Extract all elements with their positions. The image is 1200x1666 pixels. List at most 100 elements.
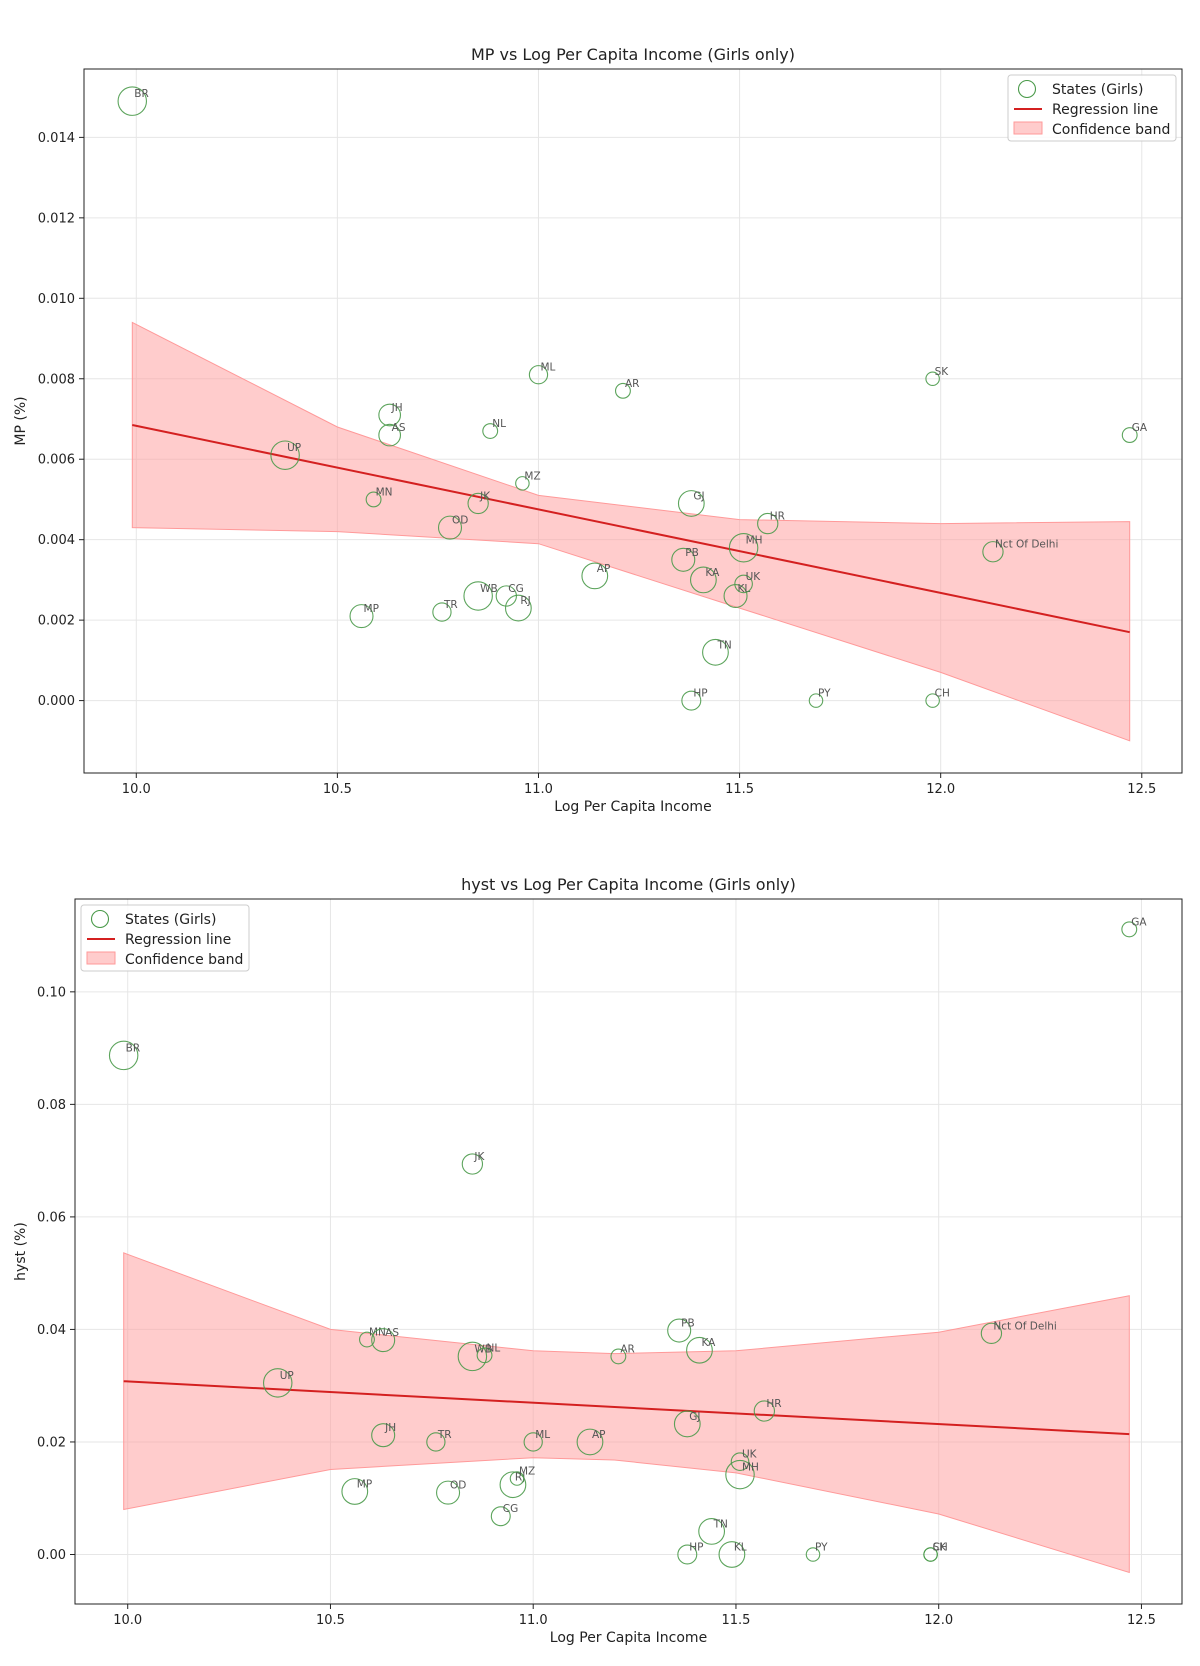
data-point xyxy=(734,574,753,594)
data-point xyxy=(495,585,517,607)
y-axis-label: hyst (%) xyxy=(13,1222,29,1281)
point-label: MZ xyxy=(524,470,540,482)
legend-entry: States (Girls) xyxy=(125,912,216,928)
plot-frame xyxy=(83,68,1183,774)
x-tick-label: 11.0 xyxy=(519,1613,548,1628)
point-label: HR xyxy=(766,1398,781,1410)
point-label: NL xyxy=(492,418,506,430)
x-tick-label: 12.0 xyxy=(926,782,955,797)
data-point xyxy=(378,403,402,427)
data-point xyxy=(614,382,631,399)
x-tick-label: 11.5 xyxy=(725,782,754,797)
data-point xyxy=(371,1423,396,1448)
point-label: TN xyxy=(713,1518,728,1530)
data-point xyxy=(528,365,549,385)
data-point xyxy=(686,1336,713,1364)
data-point xyxy=(523,1432,543,1452)
point-label: MP xyxy=(357,1478,372,1490)
point-label: MH xyxy=(742,1462,759,1474)
y-tick-label: 0.006 xyxy=(38,453,75,468)
point-label: GJ xyxy=(689,1411,700,1423)
point-label: WB xyxy=(480,583,498,595)
point-label: OD xyxy=(452,515,468,527)
data-point xyxy=(753,1400,776,1422)
data-point xyxy=(698,1518,726,1545)
regression-line xyxy=(123,1380,1130,1436)
data-point xyxy=(610,1348,627,1365)
legend-entry: Confidence band xyxy=(125,952,243,968)
y-tick-label: 0.02 xyxy=(37,1435,66,1450)
x-axis-label: Log Per Capita Income xyxy=(554,799,711,815)
data-point xyxy=(378,423,402,447)
data-point xyxy=(426,1432,446,1452)
legend-entry: States (Girls) xyxy=(1052,82,1143,98)
point-label: BR xyxy=(126,1042,140,1054)
data-point xyxy=(925,371,940,387)
point-label: MN xyxy=(376,486,393,498)
y-tick-label: 0.06 xyxy=(37,1210,66,1225)
data-point xyxy=(476,1347,493,1364)
point-label: GJ xyxy=(693,490,704,502)
data-point xyxy=(730,1452,750,1471)
point-label: UK xyxy=(742,1449,758,1461)
point-label: MH xyxy=(746,535,763,547)
legend: States (Girls) Regression line Confidence … xyxy=(1007,74,1177,142)
point-label: AS xyxy=(385,1327,399,1339)
point-label: Nct Of Delhi xyxy=(993,1320,1056,1332)
point-label: AR xyxy=(620,1343,634,1355)
data-point xyxy=(677,490,705,517)
chart-title: MP vs Log Per Capita Income (Girls only) xyxy=(471,45,795,64)
data-point xyxy=(108,1040,139,1071)
data-point xyxy=(808,693,824,708)
point-label: SK xyxy=(935,366,950,378)
y-tick-label: 0.10 xyxy=(37,985,66,1000)
x-tick-label: 11.0 xyxy=(524,782,553,797)
data-point xyxy=(1121,427,1138,444)
data-point xyxy=(681,690,702,711)
confidence-band xyxy=(123,1252,1130,1574)
point-label: NL xyxy=(487,1342,501,1354)
legend-marker-points xyxy=(1017,79,1037,99)
y-tick-label: 0.002 xyxy=(38,614,75,629)
point-label: KA xyxy=(701,1337,716,1349)
point-label: CG xyxy=(503,1503,518,1515)
x-tick-label: 10.5 xyxy=(316,1613,345,1628)
legend-box xyxy=(80,904,250,972)
data-point xyxy=(117,86,148,116)
data-point xyxy=(504,594,532,622)
data-point xyxy=(262,1368,293,1398)
data-point xyxy=(432,602,452,622)
data-point xyxy=(467,492,489,515)
x-tick-label: 10.0 xyxy=(122,782,151,797)
point-label: JK xyxy=(479,490,491,502)
point-label: AR xyxy=(625,378,639,390)
point-label: HP xyxy=(689,1541,703,1553)
y-tick-label: 0.012 xyxy=(38,211,75,226)
y-tick-label: 0.04 xyxy=(37,1323,66,1338)
x-tick-label: 12.5 xyxy=(1127,782,1156,797)
data-point xyxy=(436,1480,461,1505)
point-label: KL xyxy=(734,1541,747,1553)
point-label: JH xyxy=(384,1422,396,1434)
point-label: JH xyxy=(391,402,403,414)
data-point xyxy=(482,423,499,440)
y-tick-label: 0.008 xyxy=(38,372,75,387)
point-label: TR xyxy=(437,1429,452,1441)
point-label: PY xyxy=(818,688,831,700)
data-point xyxy=(371,1328,396,1353)
data-point xyxy=(341,1478,369,1505)
data-point xyxy=(461,1153,484,1175)
point-label: Nct Of Delhi xyxy=(995,539,1058,551)
confidence-band xyxy=(131,321,1131,742)
chart-title: hyst vs Log Per Capita Income (Girls onl… xyxy=(461,875,796,894)
data-point xyxy=(437,515,463,540)
point-label: JK xyxy=(473,1151,485,1163)
data-point xyxy=(365,491,382,508)
x-tick-label: 12.5 xyxy=(1127,1613,1156,1628)
legend-marker-band xyxy=(1013,121,1043,135)
point-label: WB xyxy=(474,1343,492,1355)
data-point xyxy=(359,1331,375,1348)
point-label: RJ xyxy=(515,1472,525,1484)
point-label: PB xyxy=(685,547,699,559)
